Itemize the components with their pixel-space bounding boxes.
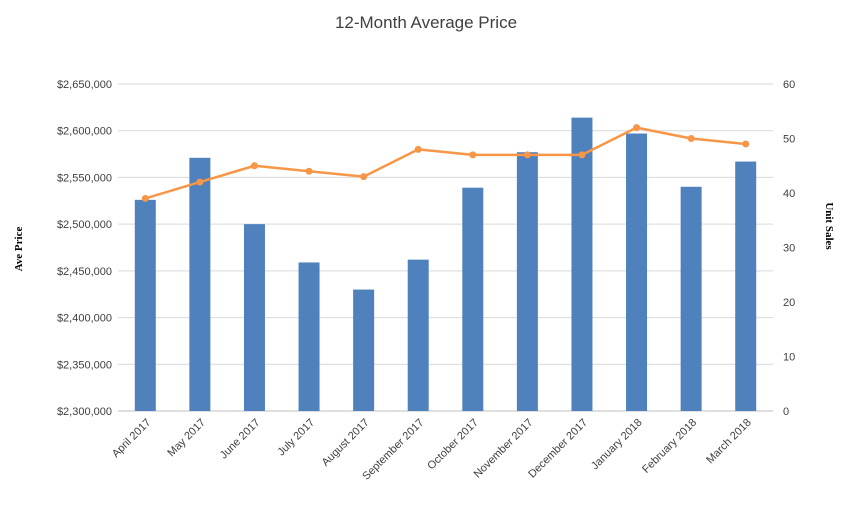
bar xyxy=(243,224,265,411)
y-axis-title: Ave Price xyxy=(13,227,25,272)
bar xyxy=(407,259,429,411)
y2-tick-label: 0 xyxy=(783,406,789,418)
y-tick-label: $2,500,000 xyxy=(57,219,112,231)
line-point xyxy=(360,173,368,181)
gridlines xyxy=(118,83,773,412)
left-axis-ticks: $2,300,000 $2,350,000 $2,400,000 $2,450,000… xyxy=(57,79,112,418)
line-point xyxy=(414,145,422,153)
bar xyxy=(298,262,320,411)
bar xyxy=(516,152,538,411)
line-point xyxy=(469,151,477,159)
line-point xyxy=(633,124,641,132)
right-axis-ticks: 0 10 20 30 40 50 60 xyxy=(783,79,795,418)
bar-series xyxy=(134,117,757,412)
y-tick-label: $2,350,000 xyxy=(57,359,112,371)
y-tick-label: $2,300,000 xyxy=(57,406,112,418)
line-point xyxy=(196,178,204,186)
y2-tick-label: 30 xyxy=(783,243,795,255)
bar xyxy=(462,187,484,411)
line-point xyxy=(250,162,258,170)
y-tick-label: $2,550,000 xyxy=(57,172,112,184)
unit-sales-line xyxy=(144,126,746,200)
y-tick-label: $2,450,000 xyxy=(57,266,112,278)
y2-tick-label: 20 xyxy=(783,297,795,309)
line-point xyxy=(578,151,586,159)
line-point xyxy=(523,151,531,159)
bar xyxy=(571,117,593,412)
bar xyxy=(189,157,211,411)
line-point xyxy=(687,135,695,142)
y2-tick-label: 40 xyxy=(783,188,795,200)
bar xyxy=(735,161,757,411)
y2-axis-title: Unit Sales xyxy=(823,202,835,250)
bar xyxy=(353,289,375,411)
y-tick-label: $2,400,000 xyxy=(57,313,112,325)
bar xyxy=(134,199,156,411)
y2-tick-label: 10 xyxy=(783,352,795,364)
chart-title: 12-Month Average Price xyxy=(335,13,517,32)
y2-tick-label: 60 xyxy=(783,79,795,91)
line-point xyxy=(305,167,313,175)
line-point xyxy=(742,140,750,148)
bar xyxy=(626,133,648,411)
line-series xyxy=(141,124,750,202)
bar xyxy=(680,186,702,411)
y2-tick-label: 50 xyxy=(783,134,795,146)
y-tick-label: $2,650,000 xyxy=(57,79,112,91)
y-tick-label: $2,600,000 xyxy=(57,126,112,138)
line-point xyxy=(141,194,149,202)
